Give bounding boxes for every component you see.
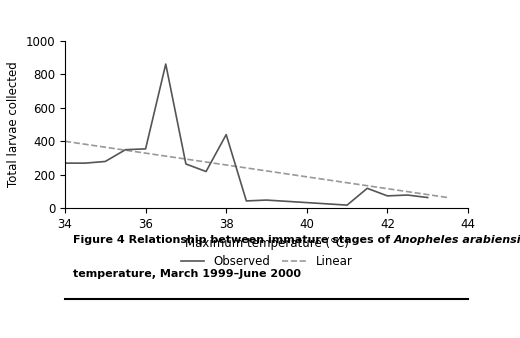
Y-axis label: Total larvae collected: Total larvae collected bbox=[7, 62, 20, 187]
X-axis label: Maximum temperature (°C): Maximum temperature (°C) bbox=[185, 237, 348, 250]
Text: Anopheles arabiensis: Anopheles arabiensis bbox=[394, 235, 520, 245]
Text: Figure 4 Relationship between immature stages of: Figure 4 Relationship between immature s… bbox=[73, 235, 394, 245]
Text: temperature, March 1999–June 2000: temperature, March 1999–June 2000 bbox=[73, 269, 301, 279]
Legend: Observed, Linear: Observed, Linear bbox=[176, 251, 357, 273]
